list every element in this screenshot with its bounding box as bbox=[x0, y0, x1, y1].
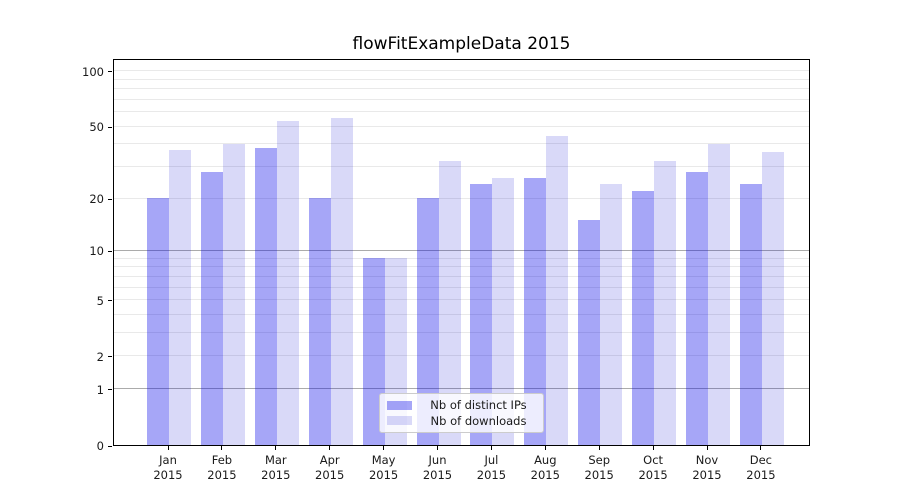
x-tick-label: Sep 2015 bbox=[584, 453, 614, 482]
x-tick-mark bbox=[598, 446, 600, 450]
x-tick-label: Mar 2015 bbox=[261, 453, 291, 482]
bar-distinct-ips-oct bbox=[632, 190, 655, 445]
x-tick-label: Dec 2015 bbox=[746, 453, 776, 482]
minor-gridline bbox=[114, 275, 809, 277]
minor-gridline bbox=[114, 332, 809, 334]
x-tick-label: Aug 2015 bbox=[530, 453, 560, 482]
bar-downloads-mar bbox=[276, 121, 299, 445]
bar-distinct-ips-jan bbox=[147, 198, 169, 445]
x-tick-mark bbox=[383, 446, 385, 450]
minor-gridline bbox=[114, 299, 809, 301]
minor-gridline bbox=[114, 88, 809, 90]
x-tick-label: Feb 2015 bbox=[207, 453, 237, 482]
plot-area bbox=[113, 59, 810, 446]
x-tick-mark bbox=[760, 446, 762, 450]
x-tick-label: Jun 2015 bbox=[422, 453, 453, 482]
x-tick-mark bbox=[490, 446, 492, 450]
bar-downloads-aug bbox=[546, 136, 569, 445]
bar-distinct-ips-apr bbox=[308, 198, 331, 445]
x-tick-mark bbox=[275, 446, 277, 450]
minor-gridline bbox=[114, 98, 809, 100]
minor-gridline bbox=[114, 197, 809, 199]
y-tick-label: 2 bbox=[96, 349, 104, 364]
minor-gridline bbox=[114, 313, 809, 315]
minor-gridline bbox=[114, 111, 809, 113]
y-tick-mark bbox=[108, 250, 112, 252]
bar-distinct-ips-sep bbox=[578, 220, 601, 445]
bar-distinct-ips-aug bbox=[524, 177, 547, 445]
bar-downloads-jul bbox=[492, 177, 515, 445]
minor-gridline bbox=[114, 266, 809, 268]
x-tick-mark bbox=[544, 446, 546, 450]
bar-downloads-dec bbox=[761, 152, 784, 445]
minor-gridline bbox=[114, 143, 809, 145]
x-tick-mark bbox=[652, 446, 654, 450]
bar-downloads-feb bbox=[222, 143, 245, 445]
y-tick-mark bbox=[108, 71, 112, 73]
bar-distinct-ips-mar bbox=[254, 147, 277, 445]
y-tick-label: 0 bbox=[96, 439, 104, 453]
bar-downloads-sep bbox=[600, 183, 623, 445]
bar-distinct-ips-dec bbox=[739, 183, 762, 445]
legend-item-downloads: Nb of downloads bbox=[387, 414, 535, 428]
chart-title: flowFitExampleData 2015 bbox=[352, 34, 571, 54]
legend-label-distinct-ips: Nb of distinct IPs bbox=[430, 398, 527, 413]
y-tick-label: 20 bbox=[89, 192, 104, 207]
minor-gridline bbox=[114, 70, 809, 72]
y-tick-label: 100 bbox=[82, 64, 104, 79]
y-tick-mark bbox=[108, 300, 112, 302]
x-tick-label: Nov 2015 bbox=[692, 453, 722, 482]
x-tick-mark bbox=[706, 446, 708, 450]
y-tick-label: 1 bbox=[96, 382, 104, 397]
x-tick-mark bbox=[329, 446, 331, 450]
y-tick-label: 50 bbox=[89, 120, 104, 135]
bar-distinct-ips-nov bbox=[686, 171, 708, 445]
minor-gridline bbox=[114, 355, 809, 357]
minor-gridline bbox=[114, 125, 809, 127]
minor-gridline bbox=[114, 165, 809, 167]
legend-item-distinct-ips: Nb of distinct IPs bbox=[387, 398, 535, 412]
y-tick-mark bbox=[108, 126, 112, 128]
y-tick-mark bbox=[108, 198, 112, 200]
minor-gridline bbox=[114, 78, 809, 80]
x-tick-label: Jul 2015 bbox=[476, 453, 507, 482]
bar-downloads-nov bbox=[708, 143, 730, 445]
bar-distinct-ips-feb bbox=[200, 171, 223, 445]
y-tick-mark bbox=[108, 389, 112, 391]
legend-swatch-downloads-icon bbox=[387, 416, 412, 426]
legend: Nb of distinct IPs Nb of downloads bbox=[379, 393, 544, 433]
legend-swatch-distinct-ips-icon bbox=[387, 400, 412, 410]
x-tick-label: May 2015 bbox=[368, 453, 399, 482]
x-tick-mark bbox=[437, 446, 438, 450]
major-gridline bbox=[114, 388, 809, 390]
major-gridline bbox=[114, 249, 809, 251]
y-tick-mark bbox=[108, 445, 112, 447]
legend-label-downloads: Nb of downloads bbox=[430, 413, 527, 428]
bar-downloads-oct bbox=[654, 161, 677, 445]
bar-downloads-jan bbox=[169, 149, 191, 445]
bar-downloads-apr bbox=[330, 118, 353, 445]
bar-distinct-ips-jun bbox=[416, 198, 439, 445]
x-tick-label: Jan 2015 bbox=[153, 453, 183, 482]
y-tick-mark bbox=[108, 356, 112, 358]
x-tick-label: Oct 2015 bbox=[638, 453, 668, 482]
minor-gridline bbox=[114, 257, 809, 259]
y-tick-label: 5 bbox=[96, 293, 104, 308]
bar-downloads-jun bbox=[438, 161, 461, 445]
x-tick-label: Apr 2015 bbox=[315, 453, 345, 482]
x-tick-mark bbox=[167, 446, 169, 450]
x-tick-mark bbox=[221, 446, 223, 450]
minor-gridline bbox=[114, 286, 809, 288]
bar-distinct-ips-jul bbox=[470, 183, 493, 445]
y-tick-label: 10 bbox=[89, 244, 104, 259]
